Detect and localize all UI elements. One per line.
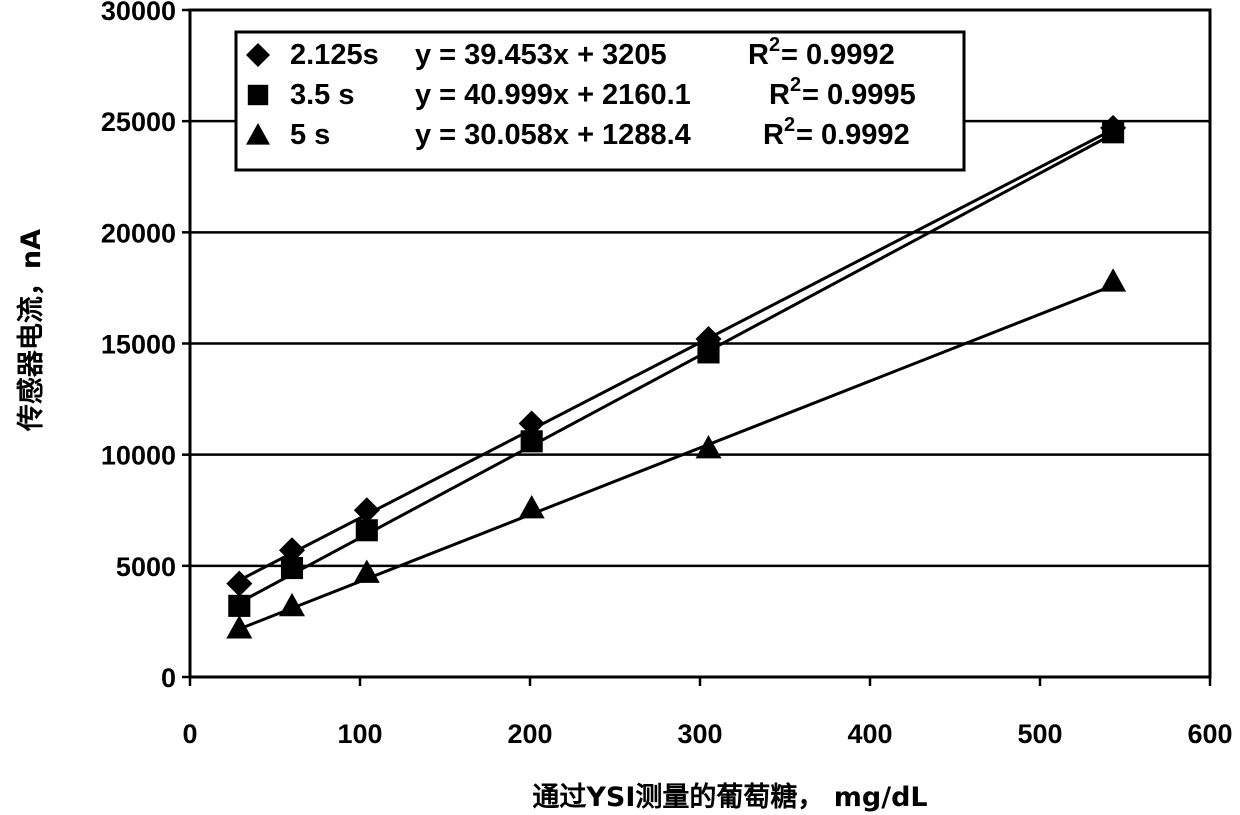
data-point-series-3 [695, 434, 722, 459]
x-tick-label: 500 [1017, 719, 1062, 749]
y-tick-label: 0 [161, 663, 176, 693]
y-axis-ticks: 0 5000 10000 15000 20000 25000 30000 [101, 0, 190, 693]
trendline-series-3 [238, 284, 1114, 631]
data-point-series-2 [355, 519, 378, 542]
legend-series-name: 2.125s [290, 39, 379, 71]
y-tick-label: 20000 [101, 218, 176, 248]
data-point-series-2 [697, 341, 720, 364]
legend-box [234, 30, 966, 172]
data-point-series-3 [518, 495, 545, 519]
legend-marker-series-3 [246, 123, 270, 145]
data-point-series-1 [279, 537, 305, 564]
data-point-series-3 [226, 615, 253, 639]
data-point-series-1 [226, 570, 253, 597]
data-point-series-3 [1100, 268, 1127, 292]
data-point-series-2 [520, 430, 543, 453]
trendline-series-1 [238, 128, 1114, 582]
data-markers [226, 114, 1127, 639]
y-axis-title: 传感器电流，nA [15, 229, 47, 432]
legend-r2-value: = 0.9995 [802, 79, 916, 111]
data-point-series-1 [353, 497, 380, 524]
legend-r2-value: = 0.9992 [781, 39, 895, 71]
legend-r2-label: R [769, 79, 790, 111]
data-point-series-3 [353, 559, 380, 583]
legend-series-name: 5 s [290, 119, 330, 151]
legend-marker-series-1 [246, 43, 270, 67]
data-point-series-2 [228, 594, 251, 617]
data-point-series-2 [1102, 121, 1125, 144]
data-point-series-2 [280, 557, 304, 580]
legend-marker-series-2 [247, 84, 269, 106]
data-point-series-1 [518, 410, 545, 437]
legend-r2-sup: 2 [784, 114, 795, 136]
y-tick-label: 15000 [101, 330, 176, 360]
legend-equation: y = 30.058x + 1288.4 [415, 119, 691, 151]
y-tick-label: 30000 [101, 0, 176, 26]
x-tick-label: 0 [182, 719, 197, 749]
x-tick-label: 400 [847, 719, 892, 749]
legend-equation: y = 39.453x + 3205 [415, 39, 667, 71]
y-tick-label: 25000 [101, 107, 176, 137]
x-tick-label: 600 [1187, 719, 1232, 749]
data-point-series-3 [279, 592, 305, 617]
legend-r2-label: R [748, 39, 769, 71]
trendline-series-2 [238, 132, 1114, 604]
x-tick-label: 100 [337, 719, 382, 749]
legend-series-name: 3.5 s [290, 79, 355, 111]
legend-r2-value: = 0.9992 [796, 119, 910, 151]
x-axis-ticks: 0 100 200 300 400 500 600 [182, 677, 1233, 749]
legend-r2-sup: 2 [790, 74, 801, 96]
x-axis-title: 通过YSI测量的葡萄糖， mg/dL [532, 781, 927, 813]
legend-r2-label: R [763, 119, 784, 151]
y-tick-label: 5000 [116, 552, 176, 582]
x-tick-label: 200 [507, 719, 552, 749]
legend-r2-sup: 2 [769, 34, 780, 56]
y-tick-label: 10000 [101, 441, 176, 471]
x-tick-label: 300 [677, 719, 722, 749]
trend-lines [238, 128, 1114, 631]
legend-equation: y = 40.999x + 2160.1 [415, 79, 691, 111]
